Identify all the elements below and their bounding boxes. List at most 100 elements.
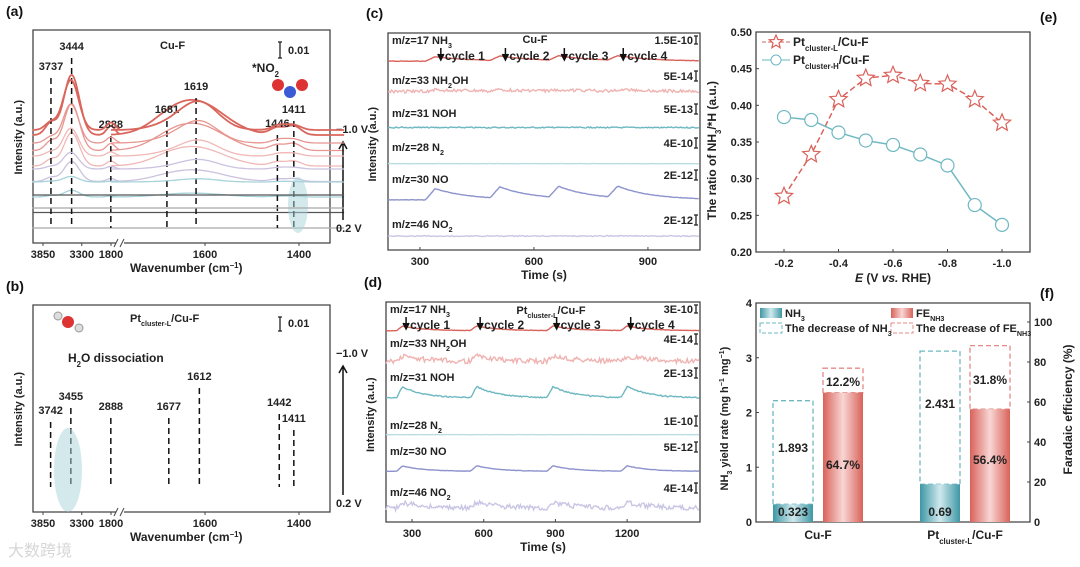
x-tick-label: -1.0 — [993, 258, 1012, 270]
panel-title-part: cluster-L — [527, 312, 558, 320]
legend-swatch-nh3 — [760, 308, 782, 318]
scale-label: 5E-14 — [664, 71, 694, 83]
scale-bar — [694, 103, 698, 115]
trace-line — [387, 87, 699, 95]
cycle-label: cycle 4 — [627, 49, 667, 63]
category-label-part: cluster-L — [939, 537, 972, 546]
x-axis-label-part: Wavenumber (cm — [130, 261, 230, 275]
scale-bar — [694, 415, 698, 427]
axis-break — [116, 508, 124, 516]
x-axis-label-part: RHE) — [898, 271, 931, 285]
y-tick-label: 0.35 — [731, 137, 752, 149]
y-tick-label: 0.40 — [731, 100, 752, 112]
plot-frame — [387, 32, 701, 251]
y-tick-label: 3 — [746, 353, 752, 365]
legend-label: NH3 — [785, 308, 805, 323]
category-label: Cu-F — [804, 528, 831, 542]
y-axis-label-right: Faradaic efficiency (%) — [1061, 344, 1075, 474]
x-tick-label: 300 — [411, 256, 429, 268]
peak-label: 3737 — [39, 61, 63, 73]
potential-top-label: −1.0 V — [336, 124, 369, 136]
cycle-label: cycle 1 — [445, 49, 485, 63]
trace-label-part: 3 — [448, 42, 452, 50]
y-axis-label-part: The ratio of NH — [705, 134, 719, 220]
trace-label-part: m/z=28 N — [390, 420, 438, 432]
cycle-label: cycle 2 — [484, 318, 524, 332]
trace-line — [387, 234, 700, 238]
adsorbate-label: *NO2 — [252, 61, 280, 79]
panel-title-part: Pt — [130, 313, 141, 325]
nh3-value-label: 0.323 — [778, 505, 808, 519]
scale-bar — [694, 70, 698, 82]
legend-swatch-nh3-decrease — [759, 322, 783, 334]
panel-title: Ptcluster-L/Cu-F — [516, 305, 586, 320]
scale-bar — [694, 333, 698, 345]
trace-label-part: 2 — [449, 226, 453, 234]
peak-label: 1677 — [157, 401, 181, 413]
legend-label-part: /Cu-F — [839, 53, 870, 67]
trace-label-part: 2 — [440, 149, 444, 157]
y-tick-label: 2 — [746, 408, 752, 420]
axis-break-mark — [113, 507, 125, 517]
trace-label: m/z=33 NH2OH — [392, 75, 468, 90]
y-tick-label: 4 — [746, 298, 753, 310]
peak-label: 1681 — [155, 104, 179, 116]
trace-label-part: m/z=17 NH — [390, 304, 446, 316]
legend-label-part: cluster-L — [805, 44, 838, 53]
trace-label: m/z=31 NOH — [392, 108, 457, 120]
x-tick-label: 900 — [546, 528, 564, 540]
fe-value-label: 56.4% — [973, 453, 1007, 467]
trace-label-part: m/z=46 NO — [390, 487, 447, 499]
scale-label: 2E-13 — [664, 368, 693, 380]
trace-label-part: m/z=46 NO — [392, 219, 449, 231]
legend-label-part: 3 — [888, 330, 892, 338]
arrow-down-icon — [501, 48, 510, 62]
y-axis-label-part: 3 — [714, 129, 723, 134]
fe-bar — [823, 392, 863, 522]
y-tick-label: 0.45 — [731, 64, 752, 76]
legend-label-part: NH3 — [930, 315, 944, 323]
star-marker — [855, 67, 876, 87]
x-axis-label: Wavenumber (cm−1) — [130, 530, 242, 545]
trace-line — [385, 465, 700, 473]
trace-label: m/z=28 N2 — [390, 420, 442, 435]
star-marker — [964, 88, 985, 108]
scale-bar — [694, 214, 698, 226]
peak-label: 1612 — [187, 371, 211, 383]
trace-line — [387, 125, 700, 129]
scale-label: 2E-12 — [664, 215, 693, 227]
trace-label: m/z=46 NO2 — [390, 487, 451, 502]
x-tick-label: 600 — [475, 528, 493, 540]
scale-bar — [694, 482, 698, 494]
x-tick-label: 3300 — [70, 518, 94, 530]
star-marker — [767, 33, 785, 49]
legend-swatch-fe — [891, 308, 913, 318]
scale-bar — [694, 137, 698, 149]
annotation-label: H2O dissociation — [68, 351, 164, 369]
y-axis-label: Intensity (a.u.) — [367, 107, 379, 182]
fe-bar — [970, 409, 1010, 522]
arrow-down-icon — [402, 317, 410, 331]
arrow-down-icon — [552, 317, 561, 331]
adsorbate-label-part: 2 — [275, 70, 280, 79]
scale-bar — [694, 441, 698, 453]
circle-marker — [858, 133, 873, 148]
arrow-down-icon — [627, 317, 635, 331]
nh3-value-label: 0.69 — [928, 505, 952, 519]
y-tick-label-right: 40 — [1034, 437, 1046, 449]
x-tick-label: 1600 — [193, 249, 217, 261]
x-tick-label: 1400 — [287, 518, 311, 530]
y-axis-label-part: yield rate (mg h — [719, 386, 731, 471]
panel-title-part: cluster-L — [141, 320, 172, 328]
axis-break — [116, 239, 124, 247]
adsorbate-label-part: *NO — [252, 61, 275, 75]
legend-label-part: cluster-H — [805, 62, 839, 71]
nh3-decrease-label: 1.893 — [778, 441, 808, 455]
x-tick-label: 3850 — [31, 518, 55, 530]
scale-label: 5E-12 — [664, 442, 693, 454]
peak-label: 1411 — [282, 413, 306, 425]
x-tick-label: -0.2 — [775, 258, 794, 270]
legend-label-part: 3 — [801, 315, 805, 323]
y-axis-label-part: 3 — [726, 471, 734, 475]
legend-label-part: Pt — [793, 53, 805, 67]
